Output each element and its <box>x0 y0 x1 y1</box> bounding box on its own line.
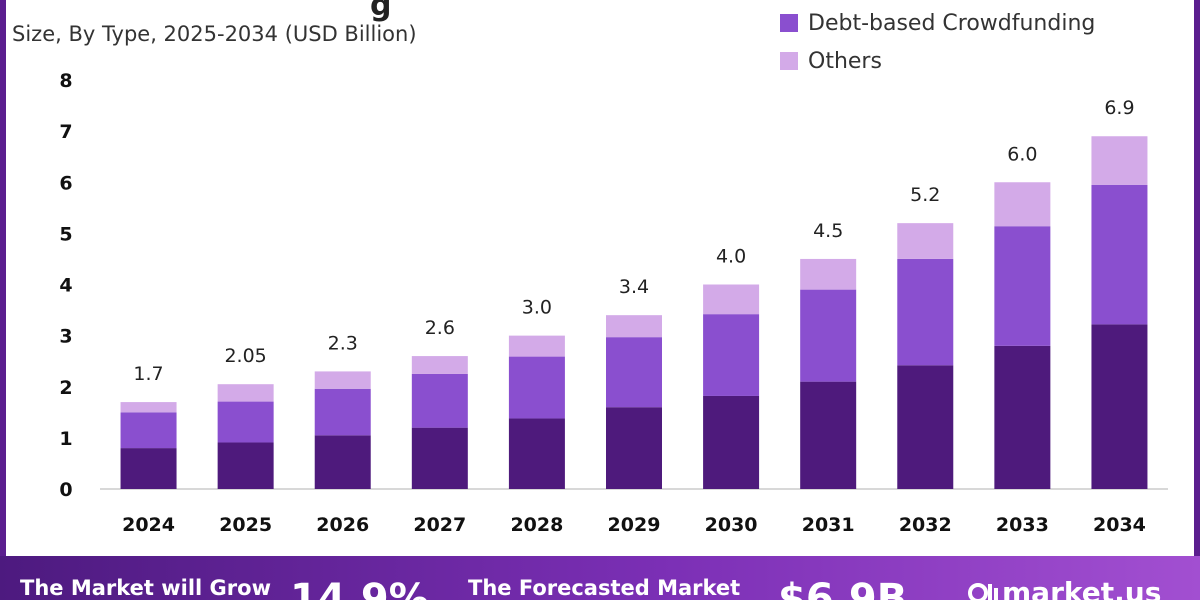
legend-item-debt: Debt-based Crowdfunding <box>780 4 1095 42</box>
x-tick-label: 2028 <box>510 514 563 536</box>
bar-segment-debt <box>120 412 177 449</box>
bar-segment-debt <box>217 401 274 443</box>
market-us-logo-icon <box>968 582 998 600</box>
bar-segment-others <box>897 223 954 259</box>
bar-segment-base <box>994 345 1051 489</box>
brand[interactable]: market.us <box>968 576 1161 600</box>
bar-segment-base <box>217 442 274 489</box>
chart-subtitle: Size, By Type, 2025-2034 (USD Billion) <box>12 22 417 46</box>
bar-total-label: 4.0 <box>716 246 746 268</box>
bar-segment-others <box>508 335 565 357</box>
bar-segment-base <box>897 365 954 489</box>
bar-segment-others <box>217 384 274 402</box>
footer-grow-text: The Market will Grow <box>20 576 271 600</box>
legend-label-debt: Debt-based Crowdfunding <box>808 10 1096 36</box>
bar-total-label: 5.2 <box>910 184 940 206</box>
x-tick-label: 2033 <box>996 514 1049 536</box>
y-tick-label: 5 <box>59 223 72 245</box>
brand-name: market.us <box>1002 576 1162 600</box>
left-border <box>0 0 6 560</box>
bar-segment-base <box>606 407 662 489</box>
legend-swatch-others <box>780 52 798 70</box>
x-tick-label: 2032 <box>899 514 952 536</box>
bar-segment-others <box>606 315 662 338</box>
bar-segment-others <box>994 182 1051 227</box>
y-tick-label: 1 <box>59 428 72 450</box>
bar-segment-others <box>411 356 468 374</box>
bar-segment-base <box>1091 324 1148 489</box>
bar-segment-others <box>703 284 760 315</box>
bar-total-label: 3.4 <box>619 276 649 298</box>
legend-label-others: Others <box>808 48 882 74</box>
bar-total-label: 6.9 <box>1104 97 1134 119</box>
bar-total-label: 1.7 <box>133 363 163 385</box>
bar-segment-debt <box>800 289 857 382</box>
bar-segment-debt <box>897 258 954 366</box>
bar-segment-base <box>703 395 760 489</box>
footer-forecast-value: $6.9B <box>778 576 908 600</box>
x-tick-label: 2024 <box>122 514 175 536</box>
x-tick-label: 2026 <box>316 514 369 536</box>
bar-total-label: 2.3 <box>328 332 358 354</box>
bar-segment-debt <box>508 356 565 419</box>
bar-total-label: 2.6 <box>425 317 455 339</box>
bar-segment-debt <box>606 337 662 408</box>
y-tick-label: 2 <box>59 377 72 399</box>
legend-item-others: Others <box>780 42 1095 80</box>
bar-segment-others <box>1091 136 1148 185</box>
bar-segment-base <box>800 381 857 489</box>
bar-segment-others <box>314 371 371 389</box>
footer-banner: The Market will Grow 14.9% The Forecaste… <box>0 556 1200 600</box>
legend: Debt-based Crowdfunding Others <box>780 4 1095 80</box>
bar-segment-debt <box>314 388 371 436</box>
footer-forecast-text: The Forecasted Market <box>468 576 741 600</box>
chart-title-fragment: g <box>370 0 392 23</box>
bar-segment-debt <box>1091 184 1148 325</box>
y-tick-label: 4 <box>59 275 72 297</box>
bar-total-label: 6.0 <box>1007 143 1037 165</box>
bar-total-label: 3.0 <box>522 297 552 319</box>
stacked-bar-chart: 0 1 2 3 4 5 6 7 8 1.7 2024 2.05 2025 2.3 2026 2.6 2027 3.… <box>59 70 1168 536</box>
x-tick-label: 2034 <box>1093 514 1146 536</box>
bar-segment-others <box>800 258 857 290</box>
bar-segment-base <box>120 448 177 489</box>
x-tick-label: 2031 <box>802 514 855 536</box>
x-tick-label: 2027 <box>413 514 466 536</box>
bar-segment-base <box>508 418 565 489</box>
bar-total-label: 2.05 <box>224 345 266 367</box>
bar-segment-base <box>411 427 468 489</box>
x-tick-label: 2029 <box>608 514 661 536</box>
right-border <box>1194 0 1200 560</box>
bar-segment-debt <box>411 373 468 428</box>
bar-segment-debt <box>703 314 760 396</box>
y-tick-label: 8 <box>59 70 72 92</box>
bar-segment-others <box>120 402 177 413</box>
x-tick-label: 2025 <box>219 514 272 536</box>
y-tick-label: 7 <box>59 121 72 143</box>
y-tick-label: 0 <box>59 479 72 501</box>
bar-total-label: 4.5 <box>813 220 843 242</box>
y-tick-label: 6 <box>59 172 72 194</box>
bar-segment-debt <box>994 226 1051 346</box>
x-tick-label: 2030 <box>705 514 758 536</box>
bar-segment-base <box>314 435 371 489</box>
footer-cagr: 14.9% <box>290 576 429 600</box>
y-tick-label: 3 <box>59 326 72 348</box>
legend-swatch-debt <box>780 14 798 32</box>
